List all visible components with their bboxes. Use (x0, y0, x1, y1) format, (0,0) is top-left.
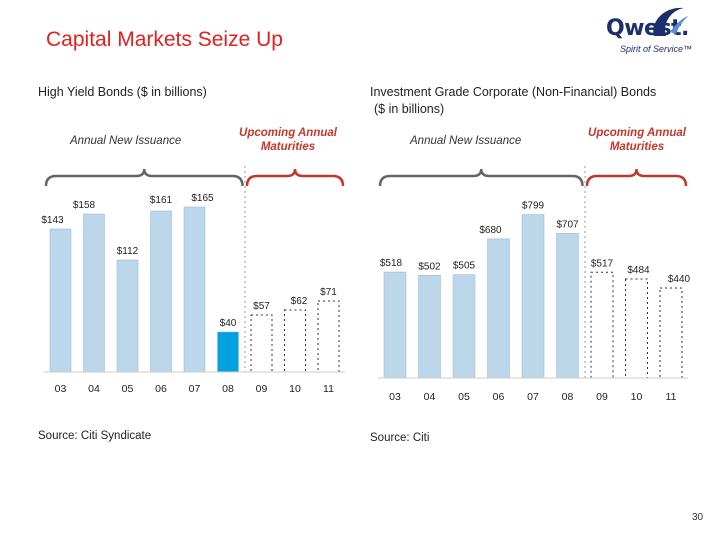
right-value-label-06: $680 (479, 225, 502, 236)
left-bar-08 (217, 331, 239, 373)
right-bar-04 (418, 275, 441, 379)
left-bar-06 (150, 210, 172, 373)
right-value-label-05: $505 (453, 261, 476, 272)
left-bar-10 (284, 309, 306, 373)
left-issuance-bracket (44, 168, 244, 187)
left-value-label-11: $71 (320, 287, 337, 298)
left-category-label-11: 11 (323, 383, 334, 395)
left-category-label-07: 07 (189, 383, 201, 395)
right-value-label-10: $484 (627, 265, 650, 276)
right-bar-09 (590, 271, 614, 379)
left-value-label-07: $165 (191, 193, 214, 204)
right-issuance-label: Annual New Issuance (410, 135, 522, 147)
right-source: Source: Citi (370, 432, 430, 444)
left-bar-03 (49, 228, 72, 373)
right-bar-11 (659, 287, 683, 379)
left-category-label-04: 04 (88, 383, 100, 395)
right-value-label-08: $707 (556, 219, 579, 230)
left-bar-11 (317, 300, 340, 373)
right-bar-10 (625, 278, 648, 379)
right-category-label-04: 04 (424, 391, 436, 403)
page-title: Capital Markets Seize Up (46, 28, 283, 51)
logo-swoosh-icon (653, 7, 688, 36)
right-issuance-bracket (378, 168, 584, 187)
right-bar-06 (487, 238, 510, 379)
left-value-label-03: $143 (41, 215, 64, 226)
left-value-label-06: $161 (150, 195, 173, 206)
right-value-label-03: $518 (380, 258, 403, 269)
right-maturities-label: Upcoming Annual Maturities (588, 127, 686, 153)
qwest-tagline: Spirit of Service™ (620, 44, 693, 54)
left-maturities-label: Upcoming Annual Maturities (239, 127, 337, 153)
right-value-label-07: $799 (522, 201, 545, 212)
right-category-label-07: 07 (527, 391, 539, 403)
right-category-label-11: 11 (666, 391, 677, 403)
left-bar-09 (250, 314, 273, 373)
left-category-label-10: 10 (289, 383, 301, 395)
left-value-label-05: $112 (117, 246, 139, 257)
right-value-label-04: $502 (418, 261, 441, 272)
right-category-label-05: 05 (458, 391, 470, 403)
right-maturities-bracket (585, 168, 688, 187)
left-source: Source: Citi Syndicate (38, 430, 152, 442)
left-bar-07 (183, 206, 206, 373)
right-bar-03 (383, 271, 407, 379)
right-chart-subtitle-1: Investment Grade Corporate (Non-Financia… (370, 85, 657, 99)
left-value-label-08: $40 (220, 318, 237, 329)
right-category-label-09: 09 (596, 391, 608, 403)
right-category-label-10: 10 (631, 391, 643, 403)
left-category-label-05: 05 (122, 383, 134, 395)
left-bar-04 (83, 213, 105, 373)
right-category-label-08: 08 (562, 391, 574, 403)
left-category-label-03: 03 (55, 383, 67, 395)
left-issuance-label: Annual New Issuance (70, 135, 182, 147)
left-category-label-06: 06 (155, 383, 167, 395)
left-bar-05 (116, 259, 139, 373)
right-bar-08 (556, 233, 579, 379)
right-category-label-06: 06 (493, 391, 505, 403)
right-bar-05 (452, 274, 476, 379)
left-maturities-bracket (245, 168, 345, 187)
left-value-label-10: $62 (291, 296, 308, 307)
right-bar-07 (521, 214, 545, 379)
high-yield-bar-chart: $143 03 $158 04 $112 05 $161 06 $165 07 $40 08 $57 09… (41, 166, 345, 395)
right-value-label-09: $517 (591, 258, 614, 269)
left-chart-subtitle: High Yield Bonds ($ in billions) (38, 85, 207, 99)
right-chart-subtitle-2: ($ in billions) (374, 102, 445, 116)
left-category-label-09: 09 (256, 383, 268, 395)
left-value-label-04: $158 (73, 200, 96, 211)
page-number: 30 (692, 512, 704, 523)
investment-grade-bar-chart: $518 03 $502 04 $505 05 $680 06 $799 07 $707 08 $517… (378, 166, 691, 403)
right-value-label-11: $440 (668, 274, 691, 285)
right-category-label-03: 03 (389, 391, 401, 403)
left-value-label-09: $57 (253, 301, 270, 312)
left-category-label-08: 08 (222, 383, 234, 395)
